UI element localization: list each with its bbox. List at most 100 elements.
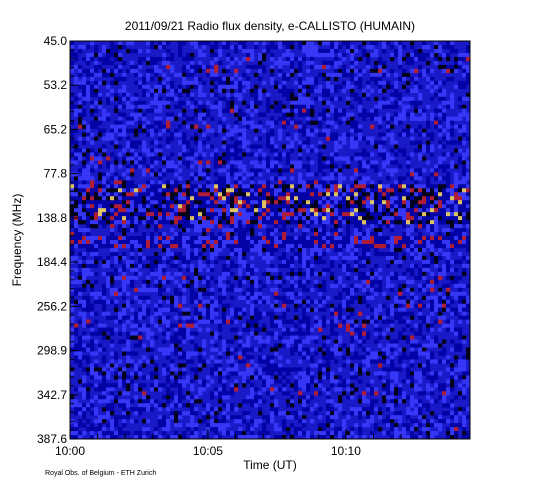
spectrogram-cell (302, 311, 307, 316)
spectrogram-cell (202, 279, 207, 285)
spectrogram-cell (110, 68, 115, 74)
spectrogram-cell (298, 80, 303, 86)
spectrogram-cell (330, 331, 335, 336)
spectrogram-cell (346, 200, 351, 205)
spectrogram-cell (206, 68, 211, 74)
spectrogram-cell (238, 200, 243, 205)
spectrogram-cell (386, 263, 391, 269)
spectrogram-cell (314, 76, 319, 82)
spectrogram-cell (302, 88, 307, 94)
spectrogram-cell (106, 259, 111, 265)
spectrogram-cell (458, 116, 463, 121)
spectrogram-cell (186, 200, 191, 205)
spectrogram-cell (142, 172, 147, 177)
spectrogram-cell (366, 136, 371, 141)
spectrogram-cell (346, 156, 351, 161)
spectrogram-cell (86, 307, 91, 312)
spectrogram-cell (298, 84, 303, 90)
spectrogram-cell (226, 184, 231, 189)
spectrogram-cell (70, 212, 75, 217)
spectrogram-cell (190, 204, 195, 209)
spectrogram-cell (466, 68, 471, 74)
spectrogram-cell (98, 96, 103, 101)
spectrogram-cell (274, 287, 279, 293)
spectrogram-cell (186, 255, 191, 261)
spectrogram-cell (282, 112, 287, 117)
spectrogram-cell (326, 52, 331, 58)
spectrogram-cell (198, 263, 203, 269)
spectrogram-cell (290, 120, 295, 125)
spectrogram-cell (458, 160, 463, 165)
spectrogram-cell (318, 307, 323, 312)
spectrogram-cell (334, 307, 339, 312)
spectrogram-cell (226, 192, 231, 197)
spectrogram-cell (442, 196, 447, 201)
spectrogram-cell (290, 116, 295, 121)
spectrogram-cell (170, 192, 175, 197)
spectrogram-cell (426, 236, 431, 241)
spectrogram-cell (234, 152, 239, 157)
spectrogram-cell (146, 108, 151, 113)
spectrogram-cell (138, 108, 143, 113)
spectrogram-cell (462, 132, 467, 137)
spectrogram-cell (206, 220, 211, 225)
spectrogram-cell (298, 251, 303, 257)
spectrogram-cell (418, 116, 423, 121)
spectrogram-cell (346, 192, 351, 197)
spectrogram-cell (274, 351, 279, 356)
spectrogram-cell (462, 311, 467, 316)
spectrogram-cell (146, 331, 151, 336)
spectrogram-cell (318, 240, 323, 245)
spectrogram-cell (234, 180, 239, 185)
spectrogram-cell (390, 311, 395, 316)
spectrogram-cell (374, 251, 379, 257)
spectrogram-cell (250, 180, 255, 185)
spectrogram-cell (114, 188, 119, 193)
spectrogram-cell (82, 176, 87, 181)
spectrogram-cell (114, 255, 119, 261)
spectrogram-cell (394, 259, 399, 265)
spectrogram-cell (130, 323, 135, 328)
spectrogram-cell (222, 96, 227, 101)
spectrogram-cell (386, 212, 391, 217)
spectrogram-cell (414, 192, 419, 197)
spectrogram-cell (238, 148, 243, 153)
spectrogram-cell (330, 216, 335, 221)
spectrogram-cell (442, 271, 447, 277)
spectrogram-cell (466, 204, 471, 209)
spectrogram-cell (350, 188, 355, 193)
spectrogram-cell (290, 236, 295, 241)
spectrogram-cell (262, 196, 267, 201)
spectrogram-cell (382, 291, 387, 297)
spectrogram-cell (74, 331, 79, 336)
spectrogram-cell (114, 240, 119, 245)
spectrogram-cell (82, 240, 87, 245)
spectrogram-cell (374, 60, 379, 66)
spectrogram-cell (442, 168, 447, 173)
spectrogram-cell (450, 327, 455, 332)
spectrogram-cell (190, 152, 195, 157)
spectrogram-cell (286, 156, 291, 161)
spectrogram-cell (454, 267, 459, 273)
spectrogram-cell (174, 263, 179, 269)
spectrogram-cell (342, 319, 347, 324)
spectrogram-cell (94, 52, 99, 58)
spectrogram-cell (222, 255, 227, 261)
spectrogram-cell (214, 208, 219, 213)
spectrogram-cell (442, 136, 447, 141)
spectrogram-cell (102, 287, 107, 293)
spectrogram-cell (370, 295, 375, 300)
spectrogram-cell (202, 64, 207, 70)
spectrogram-cell (410, 76, 415, 82)
spectrogram-cell (422, 319, 427, 324)
spectrogram-cell (326, 41, 331, 46)
spectrogram-cell (394, 275, 399, 281)
spectrogram-cell (330, 200, 335, 205)
spectrogram-cell (346, 48, 351, 54)
spectrogram-cell (338, 335, 343, 340)
spectrogram-cell (354, 120, 359, 125)
spectrogram-cell (290, 52, 295, 58)
spectrogram-cell (118, 319, 123, 324)
spectrogram-cell (246, 208, 251, 213)
spectrogram-cell (242, 275, 247, 281)
